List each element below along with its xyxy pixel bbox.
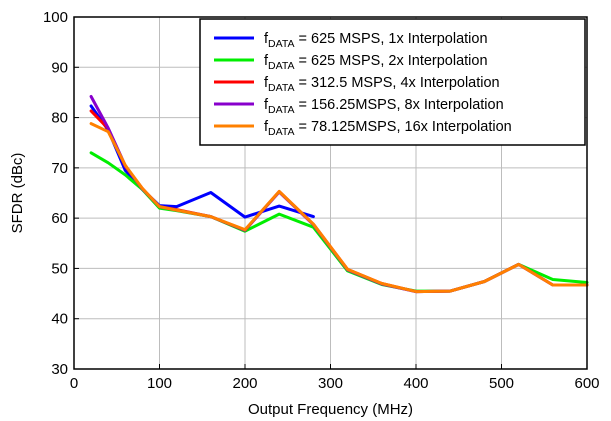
series-lines xyxy=(89,95,589,294)
y-tick-label: 70 xyxy=(51,160,68,177)
legend-label-4: fDATA = 156.25MSPS, 8x Interpolation xyxy=(264,97,504,116)
y-tick-label: 100 xyxy=(43,9,68,26)
legend-label-2: fDATA = 625 MSPS, 2x Interpolation xyxy=(264,53,488,72)
legend-label-5: fDATA = 78.125MSPS, 16x Interpolation xyxy=(264,119,512,138)
y-tick-label: 50 xyxy=(51,260,68,277)
series-line-5 xyxy=(89,122,589,294)
x-tick-label: 0 xyxy=(70,375,78,392)
x-tick-label: 600 xyxy=(574,375,599,392)
x-axis-title: Output Frequency (MHz) xyxy=(248,401,413,418)
x-tick-label: 500 xyxy=(489,375,514,392)
x-tick-label: 200 xyxy=(232,375,257,392)
x-tick-label: 300 xyxy=(318,375,343,392)
y-tick-label: 30 xyxy=(51,361,68,378)
y-tick-label: 80 xyxy=(51,110,68,127)
y-tick-label: 90 xyxy=(51,59,68,76)
legend-label-1: fDATA = 625 MSPS, 1x Interpolation xyxy=(264,31,488,50)
y-axis-title: SFDR (dBc) xyxy=(9,153,26,234)
axis-ticks: 30 40 50 60 70 80 90 100 0 100 200 300 400 500 600 xyxy=(43,9,600,392)
legend-label-3: fDATA = 312.5 MSPS, 4x Interpolation xyxy=(264,75,500,94)
x-tick-label: 100 xyxy=(147,375,172,392)
legend: fDATA = 625 MSPS, 1x Interpolation fDATA … xyxy=(199,18,586,146)
x-tick-label: 400 xyxy=(403,375,428,392)
legend-box xyxy=(199,18,586,146)
y-tick-label: 60 xyxy=(51,210,68,227)
y-tick-label: 40 xyxy=(51,311,68,328)
